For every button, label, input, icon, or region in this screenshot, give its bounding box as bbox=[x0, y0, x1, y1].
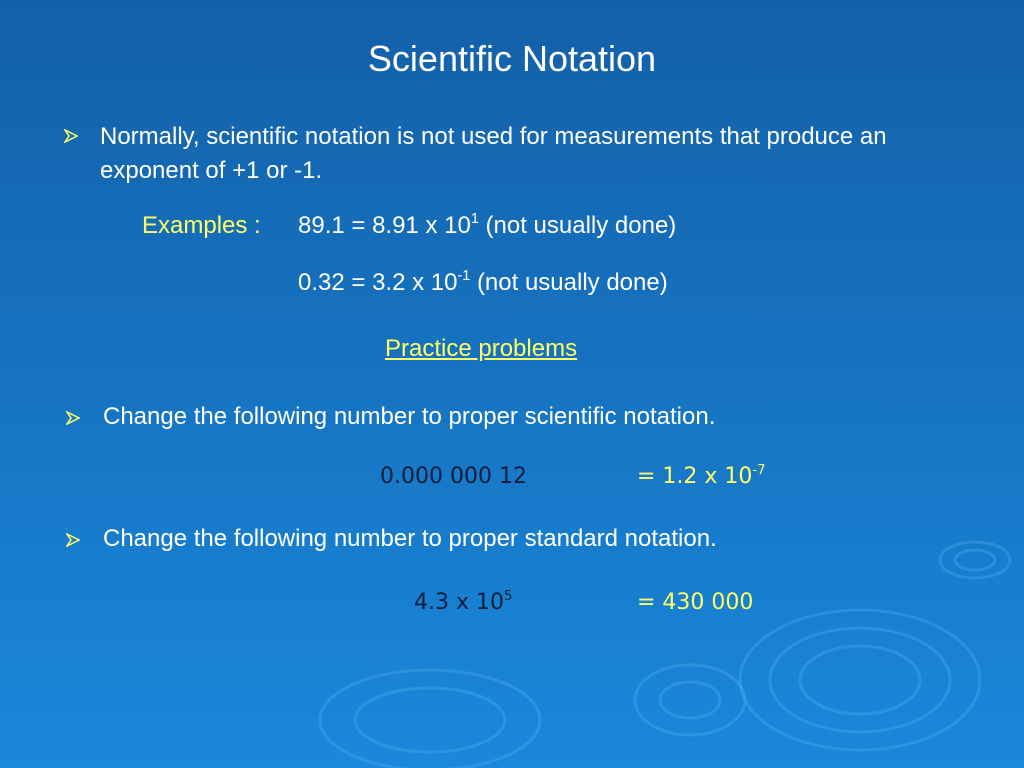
practice-heading: Practice problems bbox=[385, 335, 578, 362]
example-note: (not usually done) bbox=[476, 269, 668, 296]
problem-answer: = 1.2 x 10-7 bbox=[637, 464, 766, 489]
example-note: (not usually done) bbox=[485, 212, 677, 239]
example-base: 0.32 = 3.2 x 10 bbox=[298, 269, 458, 296]
problem-answer: = 430 000 bbox=[637, 590, 754, 615]
answer-exponent: -7 bbox=[752, 462, 766, 478]
bullet-arrow bbox=[66, 533, 80, 547]
bullet-text: Change the following number to proper st… bbox=[103, 525, 717, 552]
bullet-text: Change the following number to proper sc… bbox=[103, 403, 716, 430]
bullet-arrow bbox=[64, 129, 78, 143]
slide-title: Scientific Notation bbox=[367, 38, 657, 79]
bullet-text: Normally, scientific notation is not use… bbox=[100, 123, 887, 184]
example-base: 89.1 = 8.91 x 10 bbox=[298, 212, 471, 239]
problem-question: 4.3 x 105 bbox=[414, 590, 512, 615]
answer-base: = 1.2 x 10 bbox=[637, 464, 753, 489]
example: 0.32 = 3.2 x 10-1 (not usually done) bbox=[298, 266, 668, 300]
question-exponent: 5 bbox=[504, 588, 513, 604]
example-exponent: -1 bbox=[457, 267, 471, 284]
problem-question: 0.000 000 12 bbox=[380, 464, 527, 489]
bullet-arrow bbox=[66, 411, 80, 425]
example-exponent: 1 bbox=[470, 210, 479, 227]
example: 89.1 = 8.91 x 101 (not usually done) bbox=[298, 209, 676, 243]
question-base: 4.3 x 10 bbox=[414, 590, 504, 615]
examples-label: Examples : bbox=[142, 212, 261, 239]
